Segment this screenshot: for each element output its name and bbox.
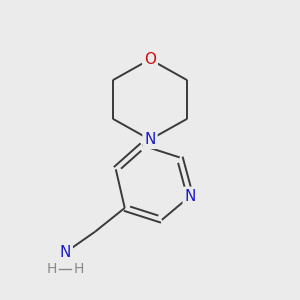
Text: H: H (47, 262, 57, 276)
Text: H: H (74, 262, 84, 276)
Text: N: N (60, 245, 71, 260)
Text: N: N (144, 132, 156, 147)
Text: N: N (184, 189, 196, 204)
Text: O: O (144, 52, 156, 67)
